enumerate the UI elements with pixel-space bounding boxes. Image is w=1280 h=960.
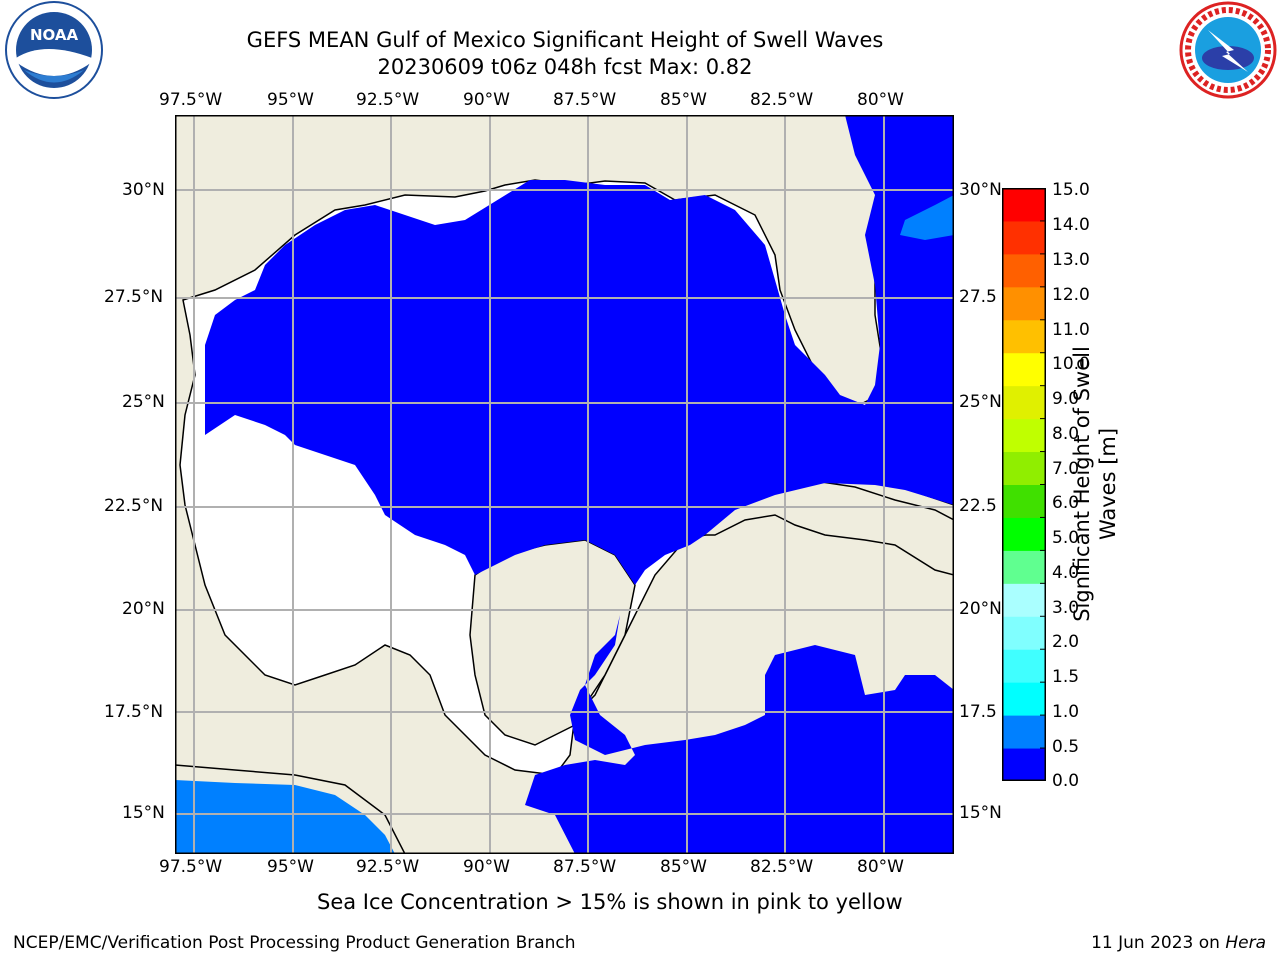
sea-ice-note: Sea Ice Concentration > 15% is shown in …	[317, 890, 903, 914]
lat-label-right-7: 15°N	[959, 803, 1002, 823]
lon-label-bottom-4: 90°W	[463, 857, 510, 877]
colorbar-tick-3: 13.0	[1052, 250, 1090, 270]
swell-field-atlantic	[900, 195, 954, 240]
colorbar-segment	[1002, 517, 1046, 551]
lon-label-bottom-3: 92.5°W	[356, 857, 420, 877]
map-title-line1: GEFS MEAN Gulf of Mexico Significant Hei…	[246, 28, 884, 52]
lon-label-top-8: 80°W	[857, 90, 904, 110]
lat-label-right-3: 25°N	[959, 392, 1002, 412]
lon-label-top-7: 82.5°W	[750, 90, 814, 110]
lon-label-top-1: 97.5°W	[159, 90, 223, 110]
lat-label-right-2: 27.5	[959, 287, 997, 307]
colorbar-tick-14: 2.0	[1052, 632, 1080, 652]
colorbar-segment	[1002, 715, 1046, 749]
lat-label-left-3: 25°N	[122, 392, 165, 412]
colorbar-segment	[1002, 484, 1046, 518]
colorbar-tick-6: 10.0	[1052, 354, 1090, 374]
footer-date: 11 Jun 2023 on Hera	[1091, 933, 1266, 953]
colorbar-segment	[1002, 682, 1046, 716]
colorbar-tick-12: 4.0	[1052, 563, 1080, 583]
colorbar-label-line1: Significant Height of Swell	[1070, 346, 1094, 622]
map-gridlines	[175, 115, 954, 854]
colorbar-tick-4: 12.0	[1052, 285, 1090, 305]
colorbar-segment	[1002, 319, 1046, 354]
noaa-logo-text: NOAA	[30, 26, 79, 44]
colorbar	[1002, 188, 1046, 781]
footer-machine: Hera	[1225, 933, 1266, 953]
colorbar-frame	[1002, 188, 1046, 781]
map-title-line2: 20230609 t06z 048h fcst Max: 0.82	[377, 55, 753, 79]
colorbar-tick-9: 7.0	[1052, 459, 1080, 479]
colorbar-segment	[1002, 748, 1046, 781]
gulf-of-mexico-map	[175, 115, 954, 854]
colorbar-segment	[1002, 253, 1046, 288]
lat-label-right-1: 30°N	[959, 180, 1002, 200]
colorbar-segment	[1002, 583, 1046, 617]
colorbar-tick-2: 14.0	[1052, 215, 1090, 235]
lon-label-bottom-8: 80°W	[857, 857, 904, 877]
colorbar-segment	[1002, 451, 1046, 485]
lat-label-right-5: 20°N	[959, 599, 1002, 619]
colorbar-segment	[1002, 352, 1046, 387]
lon-label-bottom-1: 97.5°W	[159, 857, 223, 877]
lat-label-left-2: 27.5°N	[104, 287, 164, 307]
lon-label-top-6: 85°W	[660, 90, 707, 110]
colorbar-segment	[1002, 550, 1046, 584]
colorbar-tick-10: 6.0	[1052, 493, 1080, 513]
lat-label-left-1: 30°N	[122, 180, 165, 200]
colorbar-tick-13: 3.0	[1052, 598, 1080, 618]
lat-label-left-5: 20°N	[122, 599, 165, 619]
lon-label-top-2: 95°W	[267, 90, 314, 110]
nws-logo	[1179, 1, 1277, 99]
colorbar-segment	[1002, 649, 1046, 683]
lon-label-top-4: 90°W	[463, 90, 510, 110]
colorbar-label-line2: Waves [m]	[1096, 427, 1120, 541]
colorbar-tick-17: 0.5	[1052, 737, 1080, 757]
lon-label-top-3: 92.5°W	[356, 90, 420, 110]
lat-label-left-4: 22.5°N	[104, 496, 164, 516]
swell-field-low	[205, 115, 954, 854]
colorbar-tick-18: 0.0	[1052, 771, 1080, 791]
lon-label-bottom-2: 95°W	[267, 857, 314, 877]
colorbar-tick-11: 5.0	[1052, 528, 1080, 548]
lat-label-left-7: 15°N	[122, 803, 165, 823]
lon-label-bottom-7: 82.5°W	[750, 857, 814, 877]
footer-date-text: 11 Jun 2023 on	[1091, 933, 1226, 953]
noaa-logo: NOAA	[5, 1, 103, 99]
map-frame	[175, 115, 954, 854]
lon-label-bottom-6: 85°W	[660, 857, 707, 877]
colorbar-tick-1: 15.0	[1052, 180, 1090, 200]
colorbar-segment	[1002, 616, 1046, 650]
lon-label-top-5: 87.5°W	[553, 90, 617, 110]
colorbar-segment	[1002, 385, 1046, 420]
colorbar-segment	[1002, 418, 1046, 453]
lat-label-left-6: 17.5°N	[104, 702, 164, 722]
swell-field-pacific	[175, 780, 395, 854]
colorbar-tick-5: 11.0	[1052, 320, 1090, 340]
colorbar-segment	[1002, 286, 1046, 321]
footer-credit: NCEP/EMC/Verification Post Processing Pr…	[13, 933, 576, 953]
colorbar-tick-8: 8.0	[1052, 424, 1080, 444]
colorbar-segment	[1002, 220, 1046, 255]
colorbar-tick-15: 1.5	[1052, 667, 1080, 687]
lat-label-right-4: 22.5	[959, 496, 997, 516]
colorbar-tick-16: 1.0	[1052, 702, 1080, 722]
colorbar-segment	[1002, 188, 1046, 222]
colorbar-tick-7: 9.0	[1052, 389, 1080, 409]
lon-label-bottom-5: 87.5°W	[553, 857, 617, 877]
lat-label-right-6: 17.5	[959, 702, 997, 722]
